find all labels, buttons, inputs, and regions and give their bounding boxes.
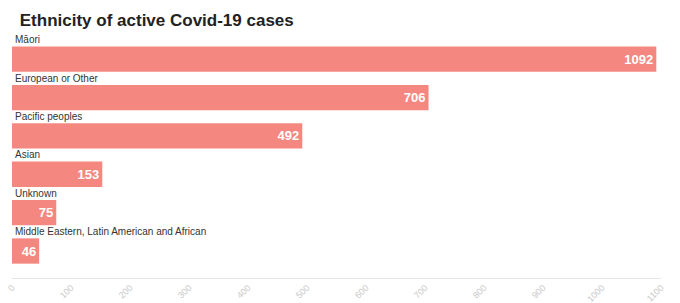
svg-text:Pacific peoples: Pacific peoples [15,111,82,122]
svg-text:100: 100 [58,283,76,301]
svg-text:706: 706 [404,90,426,105]
svg-text:Middle Eastern, Latin American: Middle Eastern, Latin American and Afric… [15,226,206,237]
svg-text:600: 600 [353,283,371,301]
svg-text:1092: 1092 [624,52,653,67]
svg-text:1100: 1100 [645,283,666,303]
svg-text:0: 0 [6,283,17,294]
svg-text:900: 900 [530,283,548,301]
svg-text:400: 400 [235,283,253,301]
svg-text:492: 492 [278,128,300,143]
svg-text:200: 200 [117,283,135,301]
svg-text:500: 500 [294,283,312,301]
svg-text:Ethnicity of active Covid-19 c: Ethnicity of active Covid-19 cases [20,11,294,30]
svg-text:Asian: Asian [15,149,40,160]
svg-text:300: 300 [176,283,194,301]
svg-text:European or Other: European or Other [15,73,98,84]
svg-text:153: 153 [78,167,100,182]
svg-text:75: 75 [39,205,53,220]
svg-text:Māori: Māori [15,34,40,45]
svg-text:1000: 1000 [585,283,606,303]
svg-text:800: 800 [471,283,489,301]
svg-text:700: 700 [412,283,430,301]
svg-text:Unknown: Unknown [15,188,57,199]
svg-text:46: 46 [22,244,36,259]
